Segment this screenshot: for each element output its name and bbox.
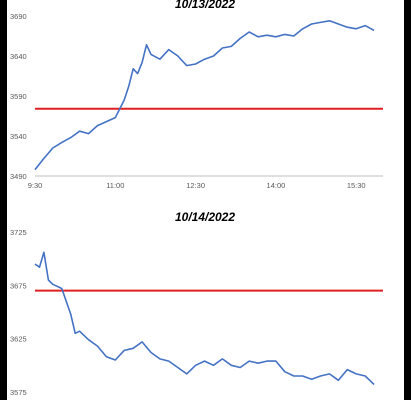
y-tick-label: 3540 [10,132,27,141]
x-tick-label: 11:00 [106,181,124,190]
x-tick-label: 14:00 [267,181,286,190]
chart-panel-background [7,0,404,400]
y-tick-label: 3725 [10,228,27,237]
y-tick-label: 3690 [10,12,27,21]
x-tick-label: 12:30 [186,181,205,190]
y-tick-label: 3640 [10,52,27,61]
x-tick-label: 15:30 [347,181,366,190]
price-series-line [34,251,375,386]
chart-title: 10/14/2022 [175,210,235,224]
y-tick-label: 3490 [10,172,27,181]
y-tick-labels: 3490 3540 3590 3640 3690 [10,12,27,181]
y-tick-labels: 3575 3625 3675 3725 [10,228,27,397]
y-tick-label: 3625 [10,335,27,344]
chart-10-14-2022: 10/14/2022 3575 3625 3675 3725 [10,210,383,397]
price-series-line [34,20,375,171]
chart-10-13-2022: 10/13/2022 3490 3540 3590 3640 3690 9:30 11:0… [10,0,383,190]
y-tick-label: 3675 [10,281,27,290]
x-tick-label: 9:30 [28,181,43,190]
y-tick-label: 3590 [10,92,27,101]
y-tick-label: 3575 [10,388,27,397]
x-tick-labels: 9:30 11:00 12:30 14:00 15:30 [28,181,366,190]
chart-title: 10/13/2022 [175,0,235,11]
